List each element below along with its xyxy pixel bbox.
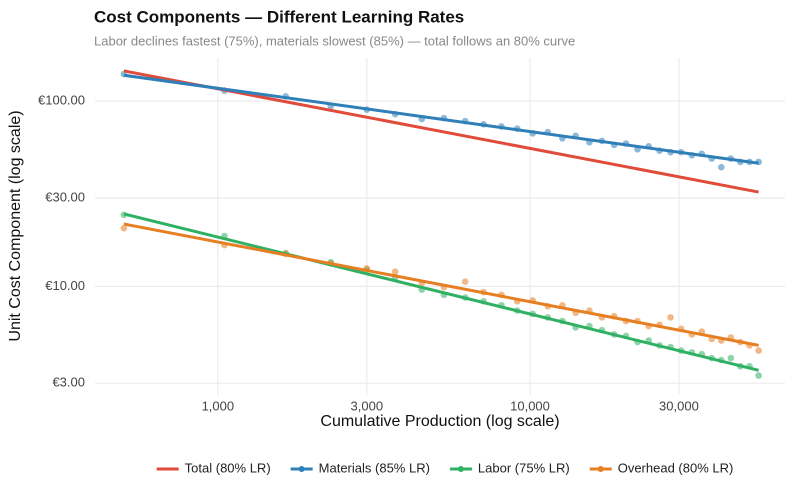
fit-line	[123, 222, 759, 347]
data-point	[755, 372, 762, 379]
x-tick-label: 30,000	[659, 398, 699, 413]
legend: Total (80% LR) Materials (85% LR) Labor (7…	[156, 460, 734, 475]
y-tick-label: €10.00	[45, 278, 85, 293]
legend-label: Labor (75% LR)	[478, 460, 570, 475]
legend-marker	[597, 466, 604, 472]
data-point	[717, 163, 725, 171]
x-tick-label: 3,000	[351, 398, 384, 413]
legend-label: Overhead (80% LR)	[618, 460, 734, 475]
x-axis-title: Cumulative Production (log scale)	[320, 413, 559, 430]
fit-line	[123, 73, 759, 165]
y-tick-label: €3.00	[52, 375, 85, 390]
y-axis-title: Unit Cost Component (log scale)	[7, 110, 24, 341]
data-point	[391, 268, 399, 275]
data-point	[727, 354, 735, 362]
legend-label: Materials (85% LR)	[319, 460, 430, 475]
chart-subtitle: Labor declines fastest (75%), materials …	[94, 33, 575, 48]
data-point	[120, 224, 128, 232]
legend-marker	[457, 466, 464, 472]
legend-label: Total (80% LR)	[185, 460, 271, 475]
y-tick-label: €100.00	[38, 93, 85, 108]
y-tick-label: €30.00	[45, 189, 85, 204]
legend-marker	[298, 466, 305, 472]
fit-line	[123, 212, 759, 372]
data-point	[667, 314, 674, 321]
data-point	[755, 347, 762, 354]
x-tick-label: 1,000	[202, 398, 235, 413]
chart-title: Cost Components — Different Learning Rat…	[94, 7, 464, 26]
x-tick-label: 10,000	[510, 398, 550, 413]
data-point	[461, 278, 469, 285]
